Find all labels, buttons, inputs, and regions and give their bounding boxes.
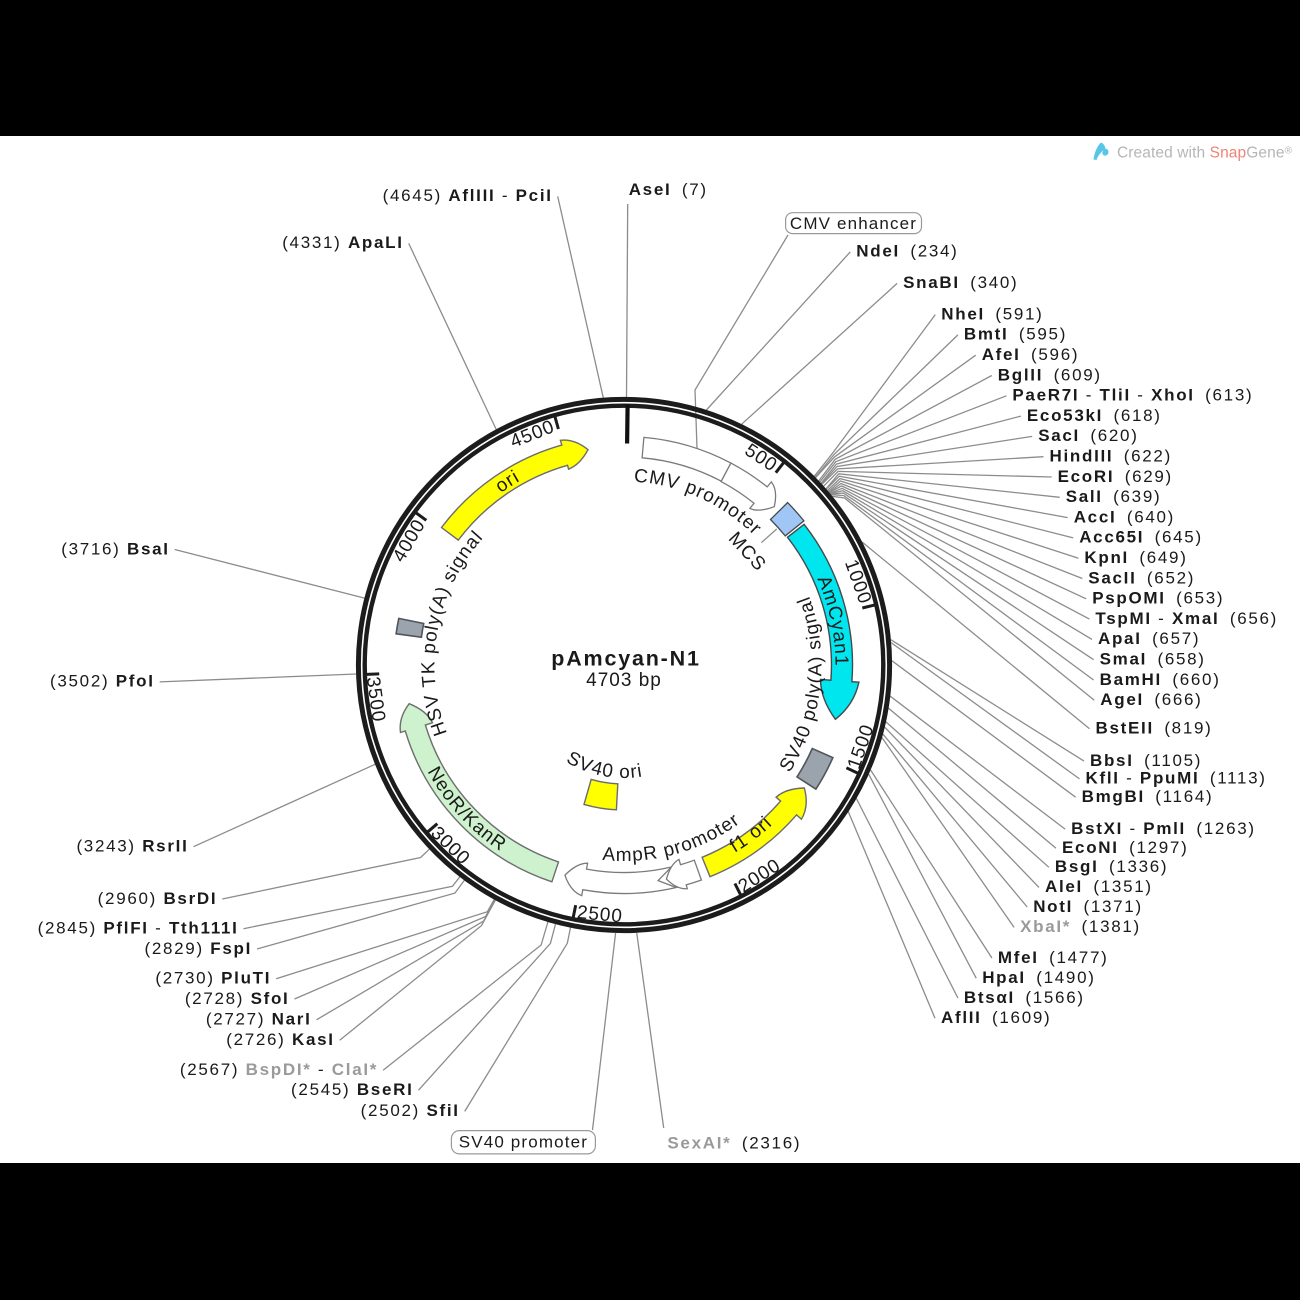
svg-text:MCS: MCS xyxy=(724,528,770,576)
svg-text:BglII (609): BglII (609) xyxy=(998,365,1102,384)
svg-text:BamHI (660): BamHI (660) xyxy=(1100,670,1221,689)
svg-text:KflI - PpuMI (1113): KflI - PpuMI (1113) xyxy=(1086,769,1267,788)
svg-text:BmgBI (1164): BmgBI (1164) xyxy=(1082,787,1214,806)
svg-text:(3716) BsaI: (3716) BsaI xyxy=(61,539,169,558)
svg-text:CMV enhancer: CMV enhancer xyxy=(790,214,917,233)
svg-text:4703 bp: 4703 bp xyxy=(586,670,662,691)
svg-text:NdeI (234): NdeI (234) xyxy=(856,242,958,261)
svg-text:BbsI (1105): BbsI (1105) xyxy=(1090,751,1202,770)
svg-text:2500: 2500 xyxy=(576,902,624,927)
svg-text:(2829) FspI: (2829) FspI xyxy=(144,939,252,958)
svg-text:NotI (1371): NotI (1371) xyxy=(1033,897,1143,916)
svg-text:EcoRI (629): EcoRI (629) xyxy=(1058,467,1173,486)
svg-text:(2730) PluTI: (2730) PluTI xyxy=(155,969,271,988)
svg-text:Eco53kI (618): Eco53kI (618) xyxy=(1027,406,1162,425)
svg-text:AgeI (666): AgeI (666) xyxy=(1100,690,1202,709)
svg-text:SalI (639): SalI (639) xyxy=(1066,487,1162,506)
svg-text:BtsαI (1566): BtsαI (1566) xyxy=(964,988,1085,1007)
svg-text:SacI (620): SacI (620) xyxy=(1038,426,1138,445)
svg-text:(2845) PflFI - Tth111I: (2845) PflFI - Tth111I xyxy=(38,919,239,938)
svg-text:SV40 promoter: SV40 promoter xyxy=(459,1133,588,1152)
svg-text:(3502) PfoI: (3502) PfoI xyxy=(50,672,155,691)
svg-text:EcoNI (1297): EcoNI (1297) xyxy=(1062,838,1188,857)
svg-text:(2726) KasI: (2726) KasI xyxy=(226,1030,334,1049)
svg-text:Acc65I (645): Acc65I (645) xyxy=(1079,528,1203,547)
svg-text:(4331) ApaLI: (4331) ApaLI xyxy=(282,233,404,252)
svg-text:HpaI (1490): HpaI (1490) xyxy=(982,968,1095,987)
svg-text:(4645) AflIII - PciI: (4645) AflIII - PciI xyxy=(383,186,553,205)
svg-text:SmaI (658): SmaI (658) xyxy=(1100,650,1206,669)
svg-text:TspMI - XmaI (656): TspMI - XmaI (656) xyxy=(1095,609,1278,628)
svg-text:SacII (652): SacII (652) xyxy=(1088,568,1195,587)
svg-text:(3243) RsrII: (3243) RsrII xyxy=(76,837,188,856)
svg-text:MfeI (1477): MfeI (1477) xyxy=(998,948,1109,967)
svg-text:BsgI (1336): BsgI (1336) xyxy=(1055,857,1168,876)
svg-text:BmtI (595): BmtI (595) xyxy=(964,325,1067,344)
svg-text:XbaI* (1381): XbaI* (1381) xyxy=(1020,917,1141,936)
svg-text:HSV TK poly(A) signal: HSV TK poly(A) signal xyxy=(418,527,487,739)
svg-text:PaeR7I - TliI - XhoI (613): PaeR7I - TliI - XhoI (613) xyxy=(1012,386,1253,405)
svg-text:(2960) BsrDI: (2960) BsrDI xyxy=(98,889,218,908)
svg-text:Created with SnapGene®: Created with SnapGene® xyxy=(1117,145,1293,162)
svg-text:SV40 poly(A) signal: SV40 poly(A) signal xyxy=(776,593,827,776)
svg-text:SV40 ori: SV40 ori xyxy=(563,748,644,783)
svg-text:HindIII (622): HindIII (622) xyxy=(1050,447,1172,466)
svg-text:KpnI (649): KpnI (649) xyxy=(1084,548,1187,567)
svg-text:(2728) SfoI: (2728) SfoI xyxy=(185,989,290,1008)
svg-text:AflII (1609): AflII (1609) xyxy=(941,1008,1051,1027)
svg-text:(2727) NarI: (2727) NarI xyxy=(206,1010,312,1029)
svg-text:ApaI (657): ApaI (657) xyxy=(1098,629,1200,648)
svg-text:BstEII (819): BstEII (819) xyxy=(1096,719,1213,738)
svg-text:SexAI* (2316): SexAI* (2316) xyxy=(667,1133,801,1152)
svg-text:1500: 1500 xyxy=(844,722,879,772)
svg-text:(2545) BseRI: (2545) BseRI xyxy=(291,1080,413,1099)
svg-text:(2502) SfiI: (2502) SfiI xyxy=(361,1101,460,1120)
svg-text:AfeI (596): AfeI (596) xyxy=(982,345,1080,364)
svg-text:pAmcyan-N1: pAmcyan-N1 xyxy=(551,647,700,671)
svg-text:AleI (1351): AleI (1351) xyxy=(1045,877,1153,896)
svg-text:AccI (640): AccI (640) xyxy=(1074,507,1175,526)
svg-text:BstXI - PmlI (1263): BstXI - PmlI (1263) xyxy=(1071,819,1256,838)
svg-text:PspOMI (653): PspOMI (653) xyxy=(1092,589,1224,608)
svg-text:SnaBI (340): SnaBI (340) xyxy=(903,273,1018,292)
svg-text:AseI (7): AseI (7) xyxy=(629,180,708,199)
svg-text:(2567) BspDI* - ClaI*: (2567) BspDI* - ClaI* xyxy=(180,1060,378,1079)
svg-text:NheI (591): NheI (591) xyxy=(941,304,1043,323)
